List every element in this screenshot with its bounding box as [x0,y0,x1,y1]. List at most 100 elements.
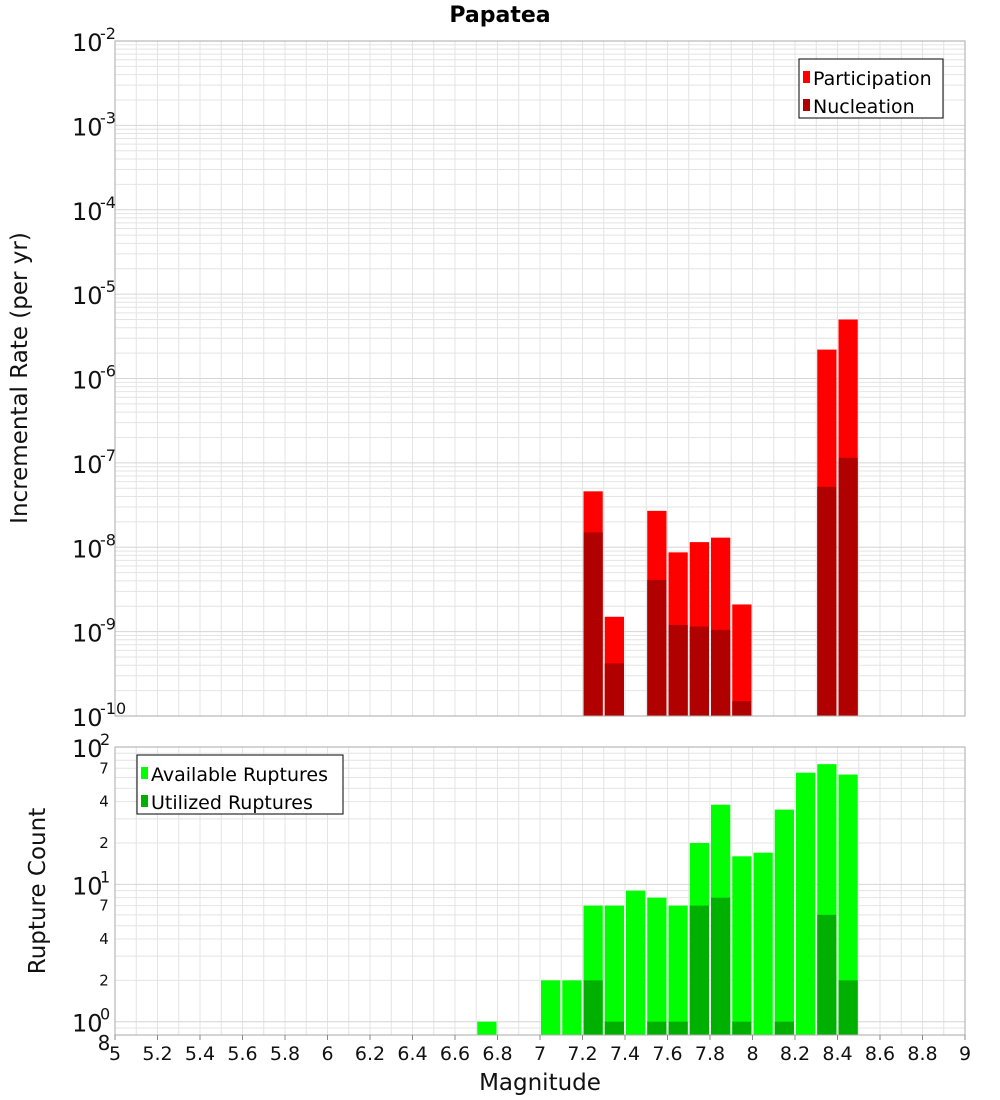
chart-title: Papatea [449,3,550,28]
rate-y-tick-exponent: -2 [100,24,116,43]
rate-y-tick-base: 10 [72,282,103,310]
count-y-minor-label: 2 [99,834,109,852]
rate-y-tick-base: 10 [72,113,103,141]
rate-y-tick-exponent: -8 [100,530,116,549]
count-legend-swatch [141,795,148,807]
rate-y-tick-exponent: -10 [100,699,126,718]
x-tick-label: 8.6 [865,1043,895,1065]
count-utilized-ruptures-bar [774,1021,794,1035]
rate-y-axis-label: Incremental Rate (per yr) [7,232,33,524]
count-y-minor-label: 4 [99,930,109,948]
rate-nucleation-bar [817,486,837,716]
rate-y-tick-base: 10 [72,367,103,395]
x-tick-label: 5.4 [185,1043,215,1065]
count-y-tick-base: 10 [72,735,103,763]
count-utilized-ruptures-bar [647,1021,667,1035]
rate-y-tick-exponent: -6 [100,362,116,381]
rate-y-tick-label: 10-2 [72,24,116,57]
count-utilized-ruptures-bar [583,980,603,1035]
count-available-ruptures-bar [647,897,667,1035]
rate-panel: 10-1010-910-810-710-610-510-410-310-2Par… [72,24,966,732]
count-legend-swatch [141,767,148,779]
count-utilized-ruptures-bar [838,980,858,1035]
rate-y-tick-exponent: -5 [100,277,116,296]
x-tick-label: 9 [959,1043,971,1065]
count-utilized-ruptures-bar [732,1021,752,1035]
x-tick-label: 6.2 [355,1043,385,1065]
count-y-axis-label: Rupture Count [25,808,51,974]
count-available-ruptures-bar [796,772,816,1035]
count-available-ruptures-bar [562,980,582,1035]
rate-y-tick-base: 10 [72,535,103,563]
rate-y-tick-base: 10 [72,620,103,648]
rate-nucleation-bar [583,532,603,716]
count-y-tick-label: 100 [72,1005,110,1038]
x-tick-label: 6.4 [397,1043,427,1065]
count-utilized-ruptures-bar [817,914,837,1035]
count-y-minor-label: 2 [99,971,109,989]
count-available-ruptures-bar [477,1021,497,1035]
rate-y-tick-base: 10 [72,198,103,226]
count-y-minor-label: 7 [99,897,109,915]
rate-legend-label: Participation [813,68,932,90]
rate-nucleation-bar [647,579,667,716]
x-tick-label: 7.8 [695,1043,725,1065]
count-available-ruptures-bar [732,856,752,1035]
count-available-ruptures-bar [774,809,794,1035]
rate-y-tick-label: 10-8 [72,530,116,563]
rate-y-tick-label: 10-5 [72,277,116,310]
count-available-ruptures-bar [626,890,646,1035]
count-utilized-ruptures-bar [668,1021,688,1035]
count-y-tick-base: 10 [72,872,103,900]
x-tick-label: 5 [109,1043,121,1065]
count-y-minor-label: 7 [99,759,109,777]
x-tick-label: 5.8 [270,1043,300,1065]
count-available-ruptures-bar [668,905,688,1035]
count-available-ruptures-bar [838,774,858,1035]
rate-y-tick-label: 10-6 [72,362,116,395]
count-y-tick-label: 102 [72,730,110,763]
count-y-tick-exponent: 1 [100,867,110,886]
rate-nucleation-bar [711,629,731,716]
count-utilized-ruptures-bar [711,897,731,1035]
rate-legend-label: Nucleation [813,96,915,118]
count-y-tick-label: 101 [72,867,110,900]
count-y-tick-base: 10 [72,1010,103,1038]
rate-y-tick-base: 10 [72,29,103,57]
count-legend: Available Ruptures Utilized Ruptures [136,754,344,815]
rate-y-tick-base: 10 [72,451,103,479]
count-utilized-ruptures-bar [689,905,709,1035]
x-tick-label: 8.2 [780,1043,810,1065]
count-available-ruptures-bar [541,980,561,1035]
rate-y-tick-label: 10-3 [72,108,116,141]
rate-nucleation-bar [668,624,688,716]
rate-nucleation-bar [604,663,624,716]
count-available-ruptures-bar [604,905,624,1035]
x-tick-label: 5.6 [227,1043,257,1065]
x-tick-label: 8.4 [822,1043,852,1065]
plot-frame [114,40,966,717]
rate-nucleation-bar [838,457,858,716]
rate-legend: Participation Nucleation [798,58,944,119]
rate-y-tick-exponent: -4 [100,193,116,212]
x-tick-label: 6.8 [482,1043,512,1065]
x-tick-label: 8 [746,1043,758,1065]
x-tick-label: 6 [321,1043,333,1065]
count-y-tick-exponent: 0 [100,1005,110,1024]
rate-y-tick-exponent: -9 [100,615,116,634]
rate-y-tick-label: 10-7 [72,446,116,479]
rate-legend-swatch [803,71,810,83]
x-tick-label: 7.6 [652,1043,682,1065]
x-axis-label: Magnitude [479,1070,601,1096]
count-utilized-ruptures-bar [604,1021,624,1035]
rate-legend-box [798,58,944,119]
x-tick-label: 7.4 [610,1043,640,1065]
count-y-tick-exponent: 2 [100,730,110,749]
count-y-minor-label: 4 [99,793,109,811]
rate-legend-swatch [803,99,810,111]
x-tick-label: 6.6 [440,1043,470,1065]
rate-y-tick-label: 10-4 [72,193,116,226]
x-tick-label: 7 [534,1043,546,1065]
rate-nucleation-bar [732,701,752,716]
